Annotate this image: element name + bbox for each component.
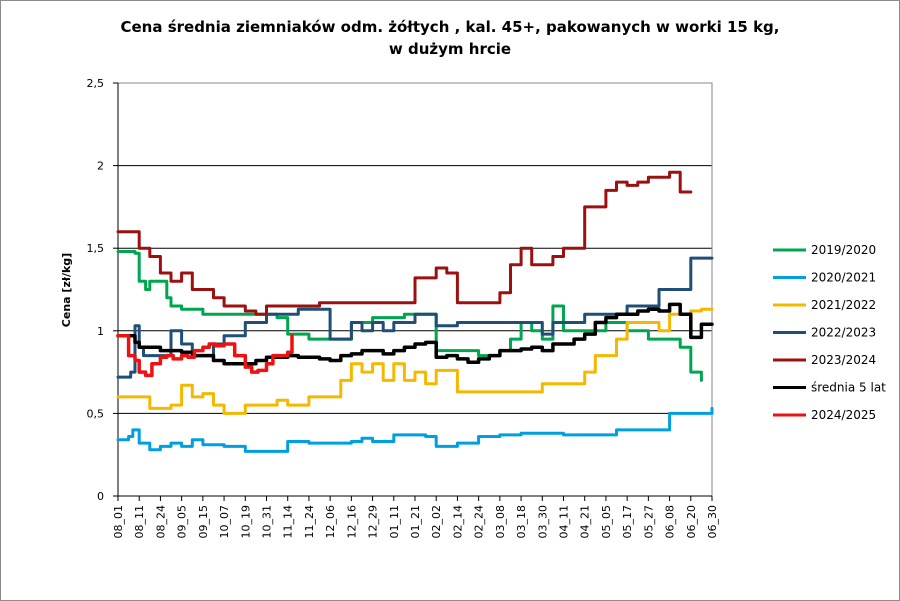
x-tick-label: 12_29 [367, 505, 380, 539]
series-line [116, 256, 714, 379]
x-tick-label: 09_15 [197, 505, 210, 539]
x-tick-label: 04_11 [558, 505, 571, 539]
x-tick-label: 03_08 [494, 505, 507, 539]
x-tick-label: 10_19 [239, 505, 252, 539]
x-tick-label: 05_05 [600, 505, 613, 539]
x-tick-label: 02_14 [451, 505, 464, 539]
x-tick-label: 11_14 [282, 505, 295, 539]
x-tick-label: 05_17 [621, 505, 634, 539]
chart-title-line: Cena średnia ziemniaków odm. żółtych , k… [120, 18, 779, 36]
y-axis-label: Cena [zł/kg] [60, 253, 73, 327]
x-tick-label: 01_21 [409, 505, 422, 539]
y-axis: 0 0,5 1 1,5 2 2,5 [87, 77, 118, 503]
x-tick-label: 06_08 [664, 505, 677, 539]
legend-label: 2020/2021 [811, 271, 876, 285]
series-line [116, 302, 714, 366]
y-tick-label: 1,5 [87, 242, 105, 255]
series-line [116, 406, 714, 453]
grid-lines [118, 82, 712, 414]
y-tick-label: 0 [97, 490, 104, 503]
x-tick-label: 04_21 [579, 505, 592, 539]
x-tick-label: 10_31 [261, 505, 274, 539]
x-tick-label: 08_01 [112, 505, 125, 539]
legend: 2019/2020 2020/2021 2021/2022 2022/2023 2023… [773, 243, 886, 422]
x-tick-label: 01_11 [388, 505, 401, 539]
y-tick-label: 1 [97, 325, 104, 338]
y-tick-label: 2 [97, 160, 104, 173]
x-tick-label: 10_07 [218, 505, 231, 539]
x-tick-label: 02_02 [430, 505, 443, 539]
series-line [116, 250, 703, 382]
x-tick-label: 12_16 [345, 505, 358, 539]
legend-label: 2023/2024 [811, 353, 876, 367]
x-tick-label: 06_30 [706, 505, 719, 539]
legend-label: 2022/2023 [811, 326, 876, 340]
legend-label: średnia 5 lat [811, 381, 886, 395]
x-tick-label: 09_05 [176, 505, 189, 539]
legend-label: 2019/2020 [811, 243, 876, 257]
x-tick-label: 08_24 [154, 505, 167, 539]
y-tick-label: 2,5 [87, 77, 105, 90]
series-line [116, 170, 693, 316]
legend-label: 2021/2022 [811, 298, 876, 312]
x-tick-label: 02_24 [473, 505, 486, 539]
x-tick-label: 06_20 [685, 505, 698, 539]
x-tick-label: 03_30 [536, 505, 549, 539]
x-tick-label: 11_24 [303, 505, 316, 539]
chart-title: Cena średnia ziemniaków odm. żółtych , k… [120, 18, 779, 58]
series-lines [116, 170, 714, 453]
series-line [116, 307, 714, 415]
x-tick-label: 03_18 [515, 505, 528, 539]
chart-title-line: w dużym hrcie [389, 40, 511, 58]
x-axis: 08_01 08_11 08_24 09_05 09_15 10_07 10_19 10_31… [112, 496, 719, 539]
x-tick-label: 12_06 [324, 505, 337, 539]
y-tick-label: 0,5 [87, 407, 105, 420]
series-line [116, 334, 294, 378]
legend-label: 2024/2025 [811, 408, 876, 422]
x-tick-label: 05_27 [642, 505, 655, 539]
x-tick-label: 08_11 [133, 505, 146, 539]
